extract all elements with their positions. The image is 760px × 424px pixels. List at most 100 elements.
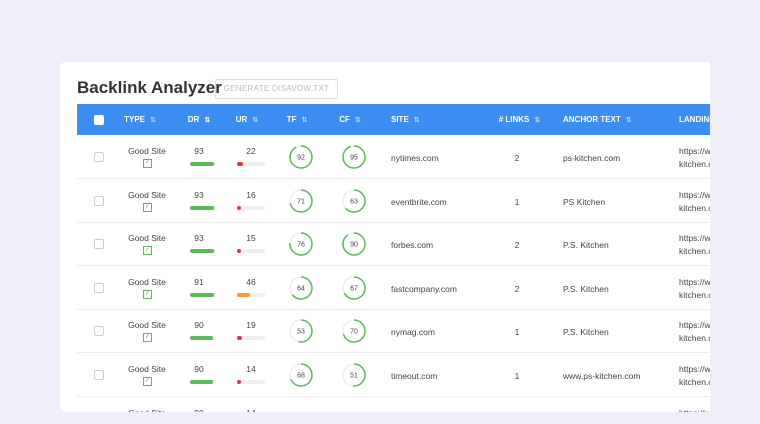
links-count: 1 [514,327,520,338]
ring-label: 63 [350,198,358,205]
ur-value: 46 [246,276,256,287]
table-row: Good Site✓9014https://www.ps-https://w [77,397,710,412]
ring-arc [289,363,313,387]
ur-bar [237,162,244,166]
score-ring: 63 [342,188,366,213]
anchor-text: P.S. Kitchen [563,283,609,294]
ur-track [237,336,265,341]
dr-track [190,292,216,297]
score-ring: 76 [289,232,313,256]
site[interactable]: fastcompany.com [391,283,457,294]
dr-value: 93 [194,233,204,244]
landing-url[interactable]: https://w [679,364,710,374]
site[interactable]: timeout.com [391,371,438,381]
select-all-checkbox[interactable] [94,115,104,125]
ring-arc [289,145,313,169]
score-ring: 64 [289,276,313,300]
sort-icon[interactable]: ⇅ [354,117,361,124]
site[interactable]: nytimes.com [391,153,439,163]
sort-icon[interactable]: ⇅ [204,117,211,124]
sort-icon[interactable]: ⇅ [301,117,308,124]
ring-label: 51 [350,372,358,379]
landing-url[interactable]: kitchen.c [679,246,710,257]
row-checkbox[interactable] [94,326,104,337]
column-header[interactable]: TF ⇅ [277,104,317,136]
score-ring: 95 [342,145,366,169]
column-header[interactable]: SITE ⇅ [391,104,451,136]
sort-icon[interactable]: ⇅ [625,117,632,124]
landing-url[interactable]: kitchen.c [679,289,710,300]
ring-arc [342,363,366,387]
type-check: ✓ [143,333,152,343]
site[interactable]: eventbrite.com [391,196,447,207]
sort-icon[interactable]: ⇅ [150,117,156,124]
column-header[interactable]: ANCHOR TEXT ⇅ [563,104,653,136]
anchor-text: www.ps-kitchen.com [563,371,641,381]
anchor-text: ps-kitchen.com [563,153,621,163]
dr-bar [190,380,214,384]
column-header[interactable]: # LINKS ⇅ [492,104,547,136]
ring-label: 67 [350,285,358,292]
row-checkbox[interactable] [94,370,104,380]
ur-value: 19 [246,320,256,331]
landing-url[interactable]: https://w [679,276,710,287]
ring-arc [342,276,366,300]
landing-url[interactable]: kitchen.c [679,333,710,344]
type-label: Good Site [128,364,166,374]
ring-label: 68 [297,372,305,379]
ring-arc [342,232,366,256]
ring-label: 71 [297,198,305,205]
ur-track [237,162,265,166]
ur-bar [237,292,250,297]
landing-url[interactable]: kitchen.c [679,202,710,213]
landing-url[interactable]: https://w [679,146,710,156]
site[interactable]: forbes.com [391,240,434,251]
sort-icon[interactable]: ⇅ [413,117,420,124]
column-header[interactable]: DR ⇅ [179,104,219,136]
landing-url[interactable]: kitchen.c [679,377,710,387]
column-header[interactable]: UR ⇅ [227,104,267,136]
ring-arc [289,276,313,300]
landing-url[interactable]: https://w [679,320,710,331]
ur-value: 16 [246,189,256,200]
dr-bar [190,205,215,210]
ring-arc [342,188,366,213]
row-checkbox[interactable] [94,282,104,293]
column-header[interactable]: TYPE ⇅ [122,104,158,136]
sort-icon[interactable]: ⇅ [252,117,259,124]
links-count: 1 [514,371,520,381]
dr-value: 93 [194,189,204,200]
score-ring: 67 [342,276,366,300]
dr-track [190,380,216,384]
score-ring: 92 [289,145,313,169]
type-label: Good Site [128,189,166,200]
landing-url[interactable]: https://w [679,233,710,244]
score-ring: 51 [342,363,366,387]
row-checkbox[interactable] [94,239,104,250]
table-header: TYPE ⇅ DR ⇅ UR ⇅ TF ⇅ CF ⇅ SITE ⇅ # LINKS ⇅ ANCHOR TEX… [77,104,710,135]
type-label: Good Site [122,408,172,412]
row-checkbox[interactable] [94,152,104,162]
ur-track [237,292,265,297]
score-ring: 71 [289,188,313,213]
landing-url[interactable]: kitchen.c [679,159,710,169]
sort-icon[interactable]: ⇅ [534,117,541,124]
score-ring: 90 [342,232,366,256]
site[interactable]: nymag.com [391,327,435,338]
ur-bar [237,380,241,384]
ring-arc [289,232,313,256]
table-row: Good Site ✓ 93 22 92 95 nytimes.com 2 ps-kitchen… [77,135,710,179]
ring-arc [342,319,366,344]
type-label: Good Site [128,320,166,331]
landing-url[interactable]: https://w [679,408,710,412]
type-check: ✓ [143,246,152,256]
row-checkbox[interactable] [94,195,104,206]
table-row: Good Site ✓ 93 16 71 63 eventbrite.com 1 PS Kitc… [77,179,710,223]
disavow-button[interactable]: GENERATE DISAVOW.TXT [215,79,338,99]
landing-url[interactable]: https://w [679,189,710,200]
type-label: Good Site [128,146,166,156]
column-header[interactable]: CF ⇅ [330,104,370,136]
ring-label: 90 [350,242,358,249]
ur-value: 14 [231,408,271,412]
